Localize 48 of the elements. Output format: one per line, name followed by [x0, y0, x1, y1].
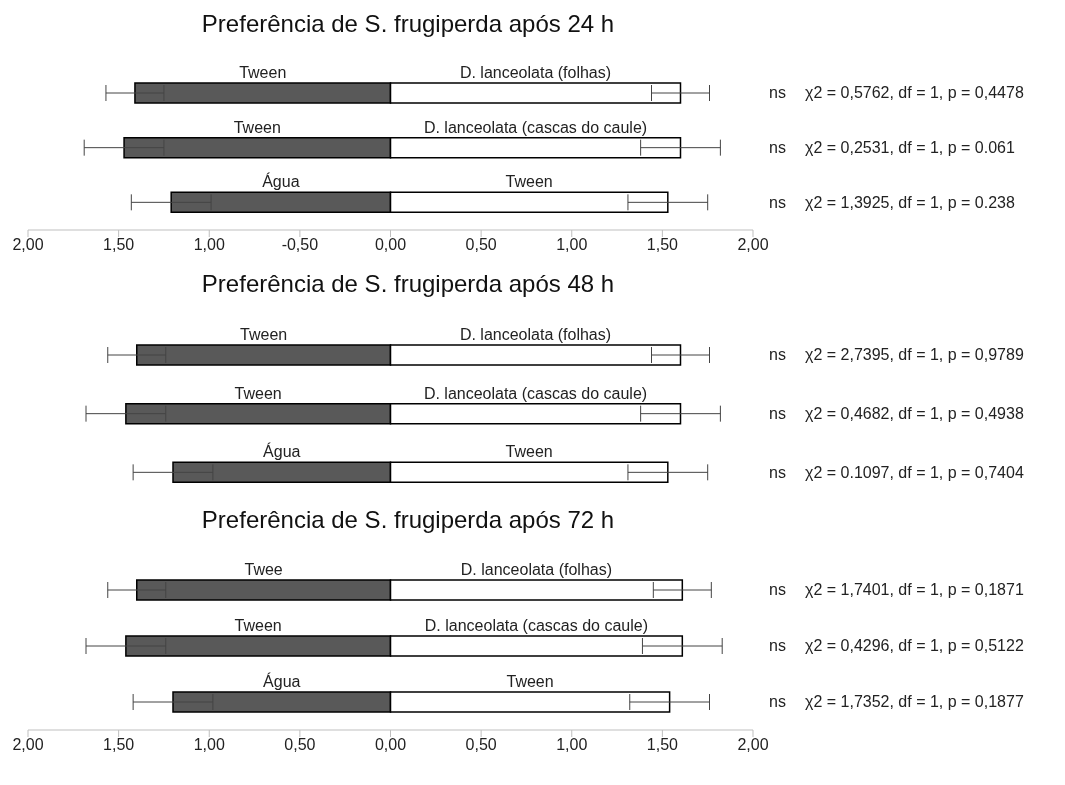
- x-tick-label: 1,00: [556, 236, 588, 254]
- y-tick-label: ns χ2 = 0.1097, df = 1, p = 0,7404: [769, 463, 1024, 481]
- data-label: Tween: [234, 617, 282, 634]
- x-tick-label: 0,50: [465, 236, 497, 254]
- data-label: Tween: [505, 443, 553, 461]
- data-label: Tween: [239, 64, 287, 81]
- y-tick-label: ns χ2 = 0,4296, df = 1, p = 0,5122: [769, 637, 1024, 654]
- x-tick-label: 1,50: [103, 736, 135, 754]
- data-label: Tween: [233, 118, 281, 136]
- x-tick-label: 2,00: [737, 236, 769, 254]
- x-tick-label: 1,50: [646, 736, 679, 754]
- y-tick-label: ns χ2 = 1,3925, df = 1, p = 0.238: [769, 193, 1015, 211]
- x-tick-label: 1,50: [103, 236, 135, 254]
- data-label: Água: [263, 672, 301, 690]
- chart-title: Preferência de S. frugiperda após 24 h: [200, 10, 616, 38]
- data-label: Água: [262, 172, 300, 191]
- x-tick-label: 1,00: [556, 736, 588, 754]
- x-tick-label: 1,00: [193, 736, 225, 754]
- data-label: Twee: [244, 561, 283, 578]
- x-tick-label: 2,00: [737, 736, 769, 754]
- data-label: Água: [263, 442, 301, 461]
- x-tick-label: 0,00: [374, 236, 407, 254]
- y-tick-label: ns χ2 = 2,7395, df = 1, p = 0,9789: [769, 346, 1024, 364]
- data-label: Tween: [234, 384, 282, 402]
- x-tick-label: 0,00: [374, 736, 407, 754]
- data-label: D. lanceolata (cascas do caule): [423, 384, 648, 402]
- x-tick-label: 2,00: [12, 236, 44, 254]
- chart-title: Preferência de S. frugiperda após 48 h: [200, 270, 616, 298]
- y-tick-label: ns χ2 = 1,7401, df = 1, p = 0,1871: [769, 581, 1024, 598]
- data-label: D. lanceolata (folhas): [459, 326, 612, 343]
- x-tick-label: 1,50: [646, 236, 679, 254]
- chart-title: Preferência de S. frugiperda após 72 h: [200, 506, 616, 534]
- y-tick-label: ns χ2 = 1,7352, df = 1, p = 0,1877: [769, 693, 1024, 710]
- x-tick-label: 2,00: [12, 736, 44, 754]
- x-tick-label: 1,00: [193, 236, 225, 254]
- data-label: D. lanceolata (cascas do caule): [423, 118, 648, 136]
- x-tick-label: -0,50: [281, 236, 319, 254]
- x-tick-label: 0,50: [284, 736, 316, 754]
- y-tick-label: ns χ2 = 0,5762, df = 1, p = 0,4478: [769, 84, 1024, 102]
- y-tick-label: ns χ2 = 0,2531, df = 1, p = 0.061: [769, 139, 1015, 156]
- data-label: D. lanceolata (folhas): [459, 64, 612, 81]
- data-label: Tween: [240, 326, 288, 343]
- data-label: Tween: [506, 673, 554, 690]
- data-label: Tween: [505, 173, 553, 191]
- x-tick-label: 0,50: [465, 736, 497, 754]
- data-label: D. lanceolata (cascas do caule): [424, 617, 649, 634]
- y-tick-label: ns χ2 = 0,4682, df = 1, p = 0,4938: [769, 405, 1024, 422]
- data-label: D. lanceolata (folhas): [460, 561, 612, 578]
